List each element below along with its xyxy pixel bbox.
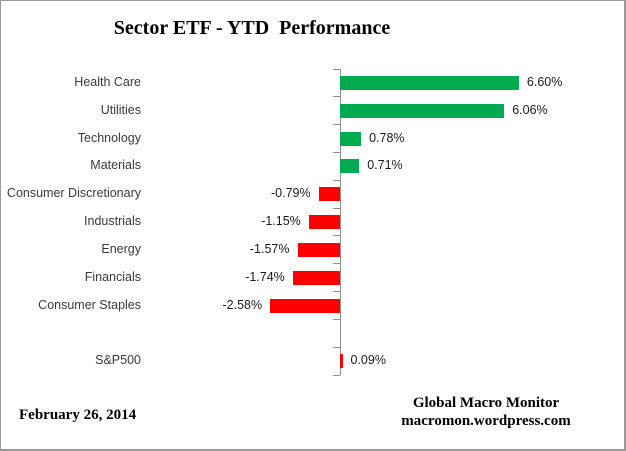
value-label: -1.57% <box>249 241 290 256</box>
value-label: 6.60% <box>526 75 563 89</box>
brand-name: Global Macro Monitor <box>412 395 560 411</box>
value-label: 0.71% <box>367 158 403 173</box>
bar <box>297 242 340 257</box>
bar <box>292 270 340 285</box>
brand-url: macromon.wordpress.com <box>401 413 571 429</box>
chart-row-spacer <box>1 319 624 347</box>
y-axis <box>340 69 341 375</box>
chart-title: Sector ETF - YTD Performance <box>113 17 391 39</box>
axis-tick <box>333 346 340 348</box>
value-label: 0.78% <box>369 130 405 145</box>
axis-tick <box>333 318 340 320</box>
axis-tick <box>333 291 340 292</box>
category-label: Financials <box>84 269 141 284</box>
bar <box>340 354 343 369</box>
category-label: Technology <box>77 130 141 145</box>
axis-tick <box>333 374 340 376</box>
category-label: Consumer Staples <box>38 297 141 312</box>
category-label: Industrials <box>84 214 141 229</box>
value-label: -2.58% <box>222 297 263 312</box>
value-label: -1.15% <box>261 214 301 229</box>
category-label: Materials <box>90 158 141 173</box>
axis-tick <box>333 179 340 181</box>
bar <box>340 159 360 174</box>
axis-tick <box>333 152 340 153</box>
footer-date: February 26, 2014 <box>19 407 137 423</box>
bar <box>340 75 519 90</box>
axis-tick <box>333 96 340 98</box>
category-label: Energy <box>101 241 141 256</box>
value-label: -0.79% <box>270 186 311 201</box>
category-label: Utilities <box>100 102 141 117</box>
bar <box>270 298 340 313</box>
axis-tick <box>333 124 340 126</box>
category-label: Health Care <box>74 75 141 89</box>
bar <box>308 215 340 229</box>
value-label: 0.09% <box>350 353 386 368</box>
axis-tick <box>333 263 340 265</box>
axis-tick <box>333 207 340 209</box>
bar <box>340 103 505 118</box>
bar <box>340 131 362 146</box>
value-label: 6.06% <box>512 102 548 117</box>
value-label: -1.74% <box>245 269 285 284</box>
axis-tick <box>333 68 340 70</box>
bar <box>318 187 340 202</box>
footer-brand: Global Macro Monitor macromon.wordpress.… <box>346 394 624 430</box>
category-label: S&P500 <box>95 353 141 368</box>
axis-tick <box>333 235 340 237</box>
category-label: Consumer Discretionary <box>6 186 141 201</box>
